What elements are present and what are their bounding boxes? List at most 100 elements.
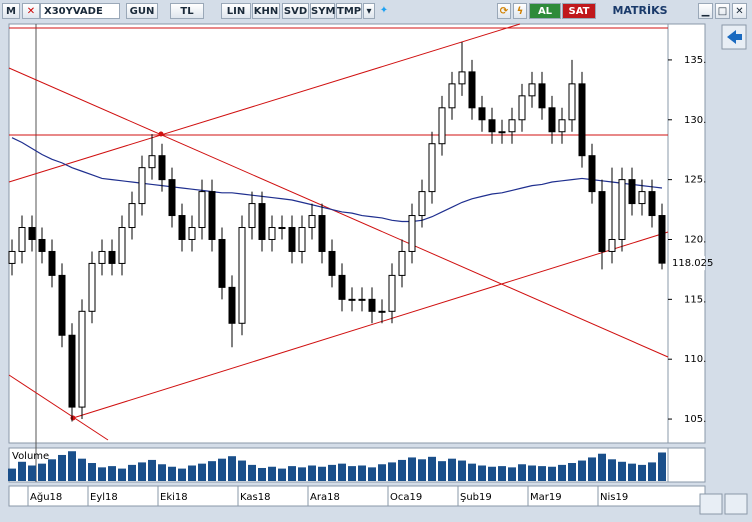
candle-body: [508, 119, 516, 133]
volume-bar: [338, 463, 346, 481]
maximize-button[interactable]: □: [715, 3, 730, 19]
volume-bar: [498, 466, 506, 481]
candle-body: [88, 262, 96, 312]
volume-bar: [88, 463, 96, 481]
minimize-button[interactable]: ▁: [698, 3, 713, 19]
volume-bar: [58, 454, 66, 481]
flash-icon[interactable]: ϟ: [513, 3, 527, 19]
candle-body: [298, 227, 306, 252]
candle-body: [18, 227, 26, 252]
candle-body: [628, 179, 636, 205]
candle-body: [358, 298, 366, 301]
volume-bar: [98, 467, 106, 481]
volume-bar: [558, 464, 566, 481]
candle-body: [568, 83, 576, 121]
candle-body: [118, 227, 126, 264]
toolbar-button[interactable]: TMP: [336, 3, 362, 19]
refresh-button[interactable]: [699, 493, 723, 515]
candle-body: [428, 143, 436, 193]
candle-body: [328, 250, 336, 276]
candle-body: [308, 215, 316, 229]
candle-body: [218, 238, 226, 288]
volume-bar: [48, 459, 56, 481]
toolbar-button[interactable]: GUN: [126, 3, 158, 19]
toolbar-button[interactable]: KHN: [252, 3, 280, 19]
tool-icon[interactable]: ⟳: [497, 3, 511, 19]
y-tick-label: 125.: [684, 175, 706, 186]
y-tick-label: 135.: [684, 55, 706, 66]
volume-bar: [398, 459, 406, 481]
price-axis: [667, 23, 706, 444]
volume-bar: [408, 457, 416, 481]
candle-body: [458, 71, 466, 85]
volume-bar: [468, 463, 476, 481]
volume-bar: [38, 463, 46, 481]
volume-bar: [608, 459, 616, 481]
candle-body: [448, 83, 456, 109]
x-tick-label: Ara18: [310, 492, 340, 503]
volume-bar: [138, 462, 146, 481]
candle-body: [528, 83, 536, 97]
link-icon[interactable]: ✕: [22, 3, 40, 19]
volume-bar: [378, 464, 386, 481]
candle-body: [538, 83, 546, 109]
candle-body: [178, 215, 186, 240]
dropdown-arrow[interactable]: ▾: [363, 3, 375, 19]
candle-body: [98, 250, 106, 264]
volume-bar: [108, 466, 116, 481]
volume-bar: [288, 466, 296, 481]
candle-body: [268, 227, 276, 240]
toolbar-button[interactable]: LIN: [221, 3, 251, 19]
volume-bar: [78, 458, 86, 481]
volume-bar: [238, 460, 246, 481]
volume-bar: [528, 465, 536, 481]
toolbar-button[interactable]: SVD: [282, 3, 309, 19]
candle-body: [228, 286, 236, 324]
buy-button[interactable]: AL: [529, 3, 561, 19]
volume-bar: [158, 464, 166, 481]
candle-body: [588, 155, 596, 193]
candle-body: [498, 131, 506, 134]
volume-bar: [658, 452, 666, 481]
volume-bar: [628, 463, 636, 481]
y-tick-label: 110.: [684, 354, 706, 365]
candle-body: [318, 215, 326, 252]
symbol-field[interactable]: X30YVADE: [40, 3, 120, 19]
candle-body: [288, 227, 296, 252]
candle-body: [78, 310, 86, 408]
sell-button[interactable]: SAT: [562, 3, 596, 19]
toolbar-button[interactable]: SYM: [310, 3, 335, 19]
candle-body: [8, 250, 16, 264]
candle-body: [338, 274, 346, 300]
candle-body: [518, 95, 526, 121]
candle-body: [278, 227, 286, 230]
volume-bar: [208, 461, 216, 481]
volume-bar: [268, 466, 276, 481]
volume-bar: [478, 465, 486, 481]
volume-bar: [548, 466, 556, 481]
volume-bar: [538, 466, 546, 481]
candle-body: [158, 155, 166, 181]
back-arrow: [727, 30, 742, 44]
close-button[interactable]: ✕: [732, 3, 747, 19]
y-tick-label: 105.: [684, 414, 706, 425]
volume-bar: [358, 465, 366, 481]
toolbar-button[interactable]: TL: [170, 3, 204, 19]
candle-body: [148, 155, 156, 169]
volume-title: Volume: [12, 451, 49, 462]
settings-button[interactable]: [724, 493, 748, 515]
x-tick-label: Oca19: [390, 492, 422, 503]
candle-body: [48, 250, 56, 276]
menu-button[interactable]: M: [2, 3, 20, 19]
volume-bar: [28, 465, 36, 481]
twitter-icon[interactable]: ✦: [379, 5, 389, 16]
volume-bar: [278, 468, 286, 481]
candle-body: [368, 298, 376, 312]
volume-bar: [218, 458, 226, 481]
volume-bar: [298, 467, 306, 481]
volume-bar: [188, 465, 196, 481]
volume-bar: [438, 461, 446, 481]
x-tick-label: Eyl18: [90, 492, 118, 503]
candle-body: [618, 179, 626, 240]
